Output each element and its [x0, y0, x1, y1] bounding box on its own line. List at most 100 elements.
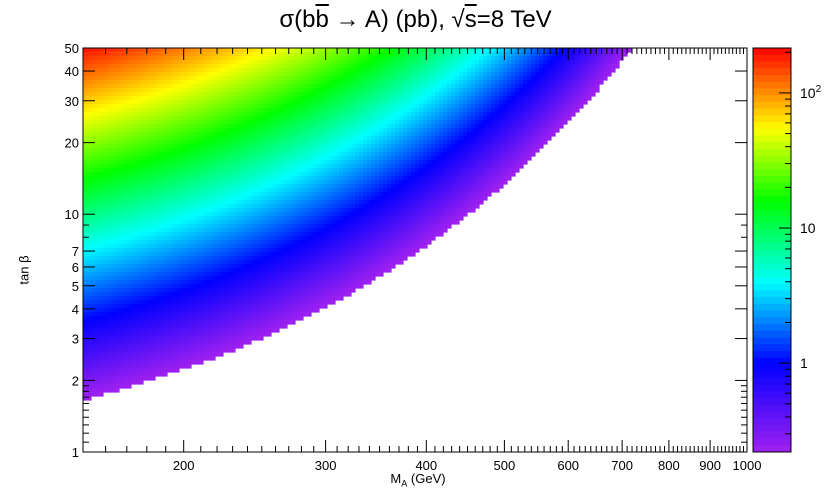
heatmap-cell [275, 188, 280, 193]
heatmap-cell [227, 116, 232, 121]
heatmap-cell [247, 116, 252, 121]
heatmap-cell [167, 196, 172, 201]
heatmap-cell [287, 196, 292, 201]
heatmap-cell [119, 104, 124, 109]
heatmap-cell [255, 272, 260, 277]
heatmap-cell [179, 236, 184, 241]
heatmap-cell [159, 356, 164, 361]
heatmap-cell [155, 336, 160, 341]
heatmap-cell [227, 236, 232, 241]
heatmap-cell [235, 212, 240, 217]
heatmap-cell [283, 172, 288, 177]
heatmap-cell [335, 120, 340, 125]
heatmap-cell [247, 292, 252, 297]
heatmap-cell [255, 296, 260, 301]
heatmap-cell [267, 68, 272, 73]
heatmap-cell [255, 280, 260, 285]
heatmap-cell [275, 224, 280, 229]
heatmap-cell [127, 160, 132, 165]
heatmap-cell [195, 72, 200, 77]
heatmap-cell [247, 224, 252, 229]
heatmap-cell [83, 252, 88, 257]
heatmap-cell [279, 176, 284, 181]
heatmap-cell [139, 160, 144, 165]
heatmap-cell [319, 168, 324, 173]
heatmap-cell [171, 312, 176, 317]
heatmap-cell [123, 72, 128, 77]
heatmap-cell [283, 228, 288, 233]
heatmap-cell [131, 268, 136, 273]
heatmap-cell [287, 192, 292, 197]
heatmap-cell [87, 252, 92, 257]
heatmap-cell [231, 120, 236, 125]
heatmap-cell [143, 356, 148, 361]
heatmap-cell [255, 228, 260, 233]
heatmap-cell [215, 296, 220, 301]
heatmap-cell [179, 140, 184, 145]
heatmap-cell [227, 128, 232, 133]
heatmap-cell [239, 184, 244, 189]
heatmap-cell [339, 84, 344, 89]
heatmap-cell [171, 344, 176, 349]
heatmap-cell [111, 352, 116, 357]
heatmap-cell [251, 228, 256, 233]
heatmap-cell [203, 328, 208, 333]
heatmap-cell [151, 192, 156, 197]
heatmap-cell [179, 292, 184, 297]
heatmap-cell [279, 84, 284, 89]
heatmap-cell [295, 68, 300, 73]
heatmap-cell [111, 104, 116, 109]
heatmap-cell [139, 84, 144, 89]
heatmap-cell [183, 320, 188, 325]
heatmap-cell [143, 276, 148, 281]
heatmap-cell [111, 72, 116, 77]
heatmap-cell [91, 304, 96, 309]
heatmap-cell [215, 264, 220, 269]
heatmap-cell [247, 192, 252, 197]
heatmap-cell [191, 324, 196, 329]
heatmap-cell [263, 156, 268, 161]
heatmap-cell [95, 340, 100, 345]
heatmap-cell [243, 300, 248, 305]
heatmap-cell [219, 168, 224, 173]
heatmap-cell [159, 360, 164, 365]
heatmap-cell [247, 84, 252, 89]
heatmap-cell [183, 188, 188, 193]
heatmap-cell [175, 168, 180, 173]
heatmap-cell [275, 152, 280, 157]
heatmap-cell [115, 300, 120, 305]
heatmap-cell [207, 208, 212, 213]
heatmap-cell [315, 296, 320, 301]
heatmap-cell [259, 312, 264, 317]
heatmap-cell [259, 68, 264, 73]
heatmap-cell [227, 140, 232, 145]
heatmap-cell [159, 140, 164, 145]
heatmap-cell [111, 252, 116, 257]
heatmap-cell [199, 60, 204, 65]
heatmap-cell [107, 332, 112, 337]
heatmap-cell [239, 316, 244, 321]
heatmap-cell [187, 276, 192, 281]
heatmap-cell [183, 216, 188, 221]
heatmap-cell [167, 72, 172, 77]
heatmap-cell [335, 192, 340, 197]
heatmap-cell [327, 120, 332, 125]
heatmap-cell [139, 128, 144, 133]
heatmap-cell [283, 152, 288, 157]
heatmap-cell [323, 72, 328, 77]
heatmap-cell [263, 300, 268, 305]
heatmap-cell [315, 232, 320, 237]
heatmap-cell [263, 64, 268, 69]
heatmap-cell [263, 276, 268, 281]
heatmap-cell [199, 56, 204, 61]
heatmap-cell [315, 132, 320, 137]
heatmap-cell [135, 200, 140, 205]
heatmap-cell [215, 120, 220, 125]
heatmap-cell [231, 72, 236, 77]
heatmap-cell [143, 140, 148, 145]
heatmap-cell [251, 216, 256, 221]
heatmap-cell [207, 84, 212, 89]
heatmap-cell [235, 280, 240, 285]
heatmap-cell [247, 76, 252, 81]
heatmap-cell [227, 348, 232, 353]
